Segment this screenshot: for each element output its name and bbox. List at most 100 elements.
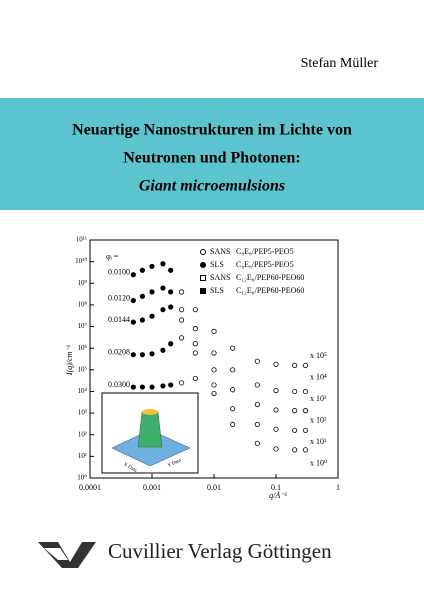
y-tick-label: 10¹¹ <box>76 236 87 244</box>
data-point <box>149 351 155 357</box>
data-point <box>192 341 198 347</box>
data-point <box>192 375 198 382</box>
data-point <box>139 384 145 390</box>
data-point <box>130 352 136 358</box>
y-tick-label: 10² <box>78 430 87 438</box>
inset-surface <box>111 429 191 467</box>
data-point <box>149 263 155 270</box>
data-point <box>139 317 145 323</box>
legend-method: SLS <box>210 286 224 295</box>
data-point <box>273 387 279 394</box>
data-point <box>168 289 174 295</box>
data-point <box>292 427 298 433</box>
author: Stefan Müller <box>301 56 379 71</box>
data-point <box>168 267 174 273</box>
y-tick-label: 10¹ <box>78 452 87 460</box>
legend-method: SANS <box>210 273 230 282</box>
data-point <box>211 328 217 334</box>
data-point <box>254 358 260 364</box>
data-point <box>178 289 185 295</box>
data-point <box>160 285 166 291</box>
legend-sample: C₈E₈/PEP5-PEO5 <box>236 247 294 256</box>
inset: X Data Y Data <box>101 392 199 474</box>
y-tick-label: 10⁴ <box>78 387 88 395</box>
y-tick-label: 10⁶ <box>78 344 88 352</box>
data-point <box>292 408 298 414</box>
data-point <box>302 388 309 395</box>
y-axis-label: I(q)/cm⁻¹ <box>65 344 74 376</box>
data-point <box>192 326 198 332</box>
data-point <box>273 361 279 367</box>
data-point <box>292 362 298 369</box>
data-point <box>130 384 136 390</box>
data-point <box>302 427 309 433</box>
data-point <box>178 307 185 313</box>
multiplier-label: x 10⁵ <box>310 351 327 360</box>
data-point <box>130 272 136 278</box>
data-point <box>254 440 260 446</box>
x-axis-label: q/Å⁻¹ <box>269 491 287 500</box>
data-point <box>273 426 279 432</box>
x-tick-label: 0.0001 <box>79 483 101 492</box>
legend-method: SANS <box>210 247 230 256</box>
data-point <box>292 388 298 395</box>
inset-y-label: Y Data <box>167 458 183 469</box>
data-point <box>149 384 155 390</box>
chart: 10⁰ 10¹ 10² 10³ 10⁴ 10⁵ 10⁶ 10⁷ 10⁸ 10⁹ 10¹⁰ 10¹¹ 0.… <box>65 236 340 500</box>
data-point <box>230 421 236 428</box>
inset-top <box>142 409 158 415</box>
multiplier-label: x 10³ <box>310 394 327 403</box>
data-point <box>230 387 236 393</box>
x-tick-label: 0.001 <box>143 483 161 492</box>
legend-method: SLS <box>210 260 224 269</box>
x-tick-label: 1 <box>336 483 340 492</box>
publisher-logo <box>38 542 96 568</box>
y-tick-label: 10⁰ <box>77 474 87 482</box>
data-point <box>130 319 136 325</box>
data-point <box>139 293 145 299</box>
data-point <box>211 367 217 373</box>
data-point <box>292 447 298 453</box>
inset-x-label: X Data <box>122 462 138 474</box>
phi-label: 0.0208 <box>108 348 130 357</box>
data-point <box>302 447 309 453</box>
legend-sample: C₁₂E₆/PEP60-PEO60 <box>236 286 304 295</box>
phi-heading: φᵢ = <box>106 252 119 261</box>
y-tick-label: 10⁵ <box>78 365 88 373</box>
title-band <box>0 98 424 210</box>
legend-marker <box>200 288 206 294</box>
legend-marker <box>200 249 206 255</box>
data-point <box>178 317 185 323</box>
inset-peak <box>137 411 163 448</box>
data-point <box>160 261 166 267</box>
legend-sample: C₁₂E₆/PEP60-PEO60 <box>236 273 304 282</box>
data-point <box>160 383 166 389</box>
data-point <box>149 289 155 295</box>
data-point <box>168 382 174 388</box>
multiplier-label: x 10² <box>310 415 327 424</box>
publisher: Cuvillier Verlag Göttingen <box>108 539 332 563</box>
data-point <box>211 350 217 356</box>
legend-sample: C₈E₈/PEP5-PEO5 <box>236 260 294 269</box>
phi-label: 0.0300 <box>108 380 130 389</box>
data-point <box>302 362 309 369</box>
phi-label: 0.0144 <box>108 315 130 324</box>
y-tick-label: 10¹⁰ <box>75 257 87 265</box>
phi-label: 0.0100 <box>108 267 130 276</box>
data-point <box>192 350 198 356</box>
legend-marker <box>200 262 206 268</box>
data-point <box>211 382 217 388</box>
data-point <box>230 345 236 351</box>
y-tick-label: 10⁹ <box>78 279 88 287</box>
data-point <box>130 297 136 304</box>
data-point <box>160 347 166 353</box>
y-tick-label: 10³ <box>78 409 87 417</box>
title-line: Neuartige Nanostrukturen im Lichte von <box>72 122 352 139</box>
data-point <box>211 390 217 397</box>
y-tick-label: 10⁸ <box>78 301 88 309</box>
data-point <box>302 408 309 414</box>
subtitle: Giant microemulsions <box>139 178 285 195</box>
data-point <box>149 313 155 319</box>
data-point <box>254 401 260 408</box>
